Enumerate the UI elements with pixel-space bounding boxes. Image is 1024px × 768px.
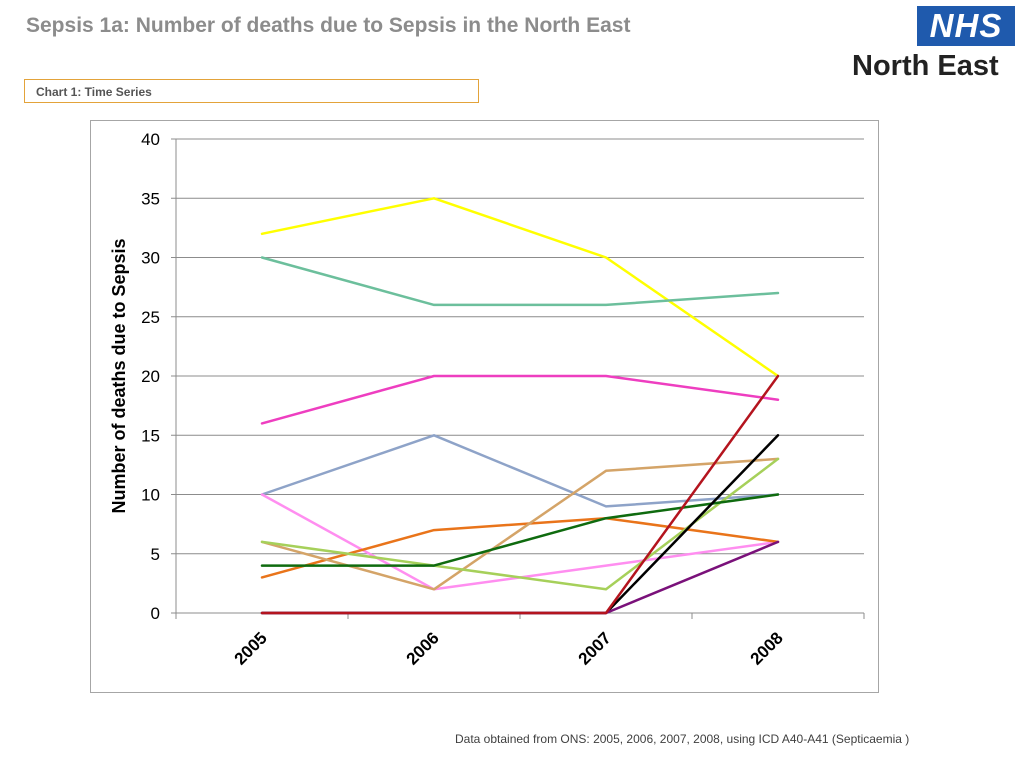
chart-caption: Chart 1: Time Series (24, 79, 479, 103)
x-tick-label: 2008 (747, 628, 787, 668)
series-line (260, 374, 780, 425)
page-title: Sepsis 1a: Number of deaths due to Sepsi… (26, 14, 631, 37)
y-tick-label: 5 (151, 545, 160, 564)
y-tick-label: 10 (141, 486, 160, 505)
y-tick-label: 25 (141, 308, 160, 327)
y-tick-label: 35 (141, 189, 160, 208)
x-tick-label: 2007 (575, 628, 615, 668)
nhs-logo-mark: NHS (917, 6, 1015, 46)
y-tick-label: 20 (141, 367, 160, 386)
series-line (260, 197, 780, 378)
y-tick-label: 30 (141, 249, 160, 268)
nhs-north-east-logo: NHS North East (850, 6, 1018, 82)
y-tick-label: 0 (151, 604, 160, 623)
y-tick-label: 15 (141, 426, 160, 445)
x-tick-label: 2005 (231, 628, 271, 668)
y-tick-label: 40 (141, 130, 160, 149)
chart-frame: 0 5 10 15 20 25 30 35 40 2005 2006 2007 2008 Number o… (90, 120, 879, 693)
series-line (260, 434, 780, 508)
series-line (260, 516, 780, 579)
x-tick-label: 2006 (403, 628, 443, 668)
series-line (260, 256, 780, 307)
source-note: Data obtained from ONS: 2005, 2006, 2007… (455, 732, 910, 746)
series-line (260, 374, 780, 615)
logo-region-text: North East (852, 50, 999, 82)
series-line (260, 493, 780, 567)
y-axis-title: Number of deaths due to Sepsis (109, 238, 129, 513)
line-chart: 0 5 10 15 20 25 30 35 40 2005 2006 2007 2008 Number o… (109, 130, 865, 669)
